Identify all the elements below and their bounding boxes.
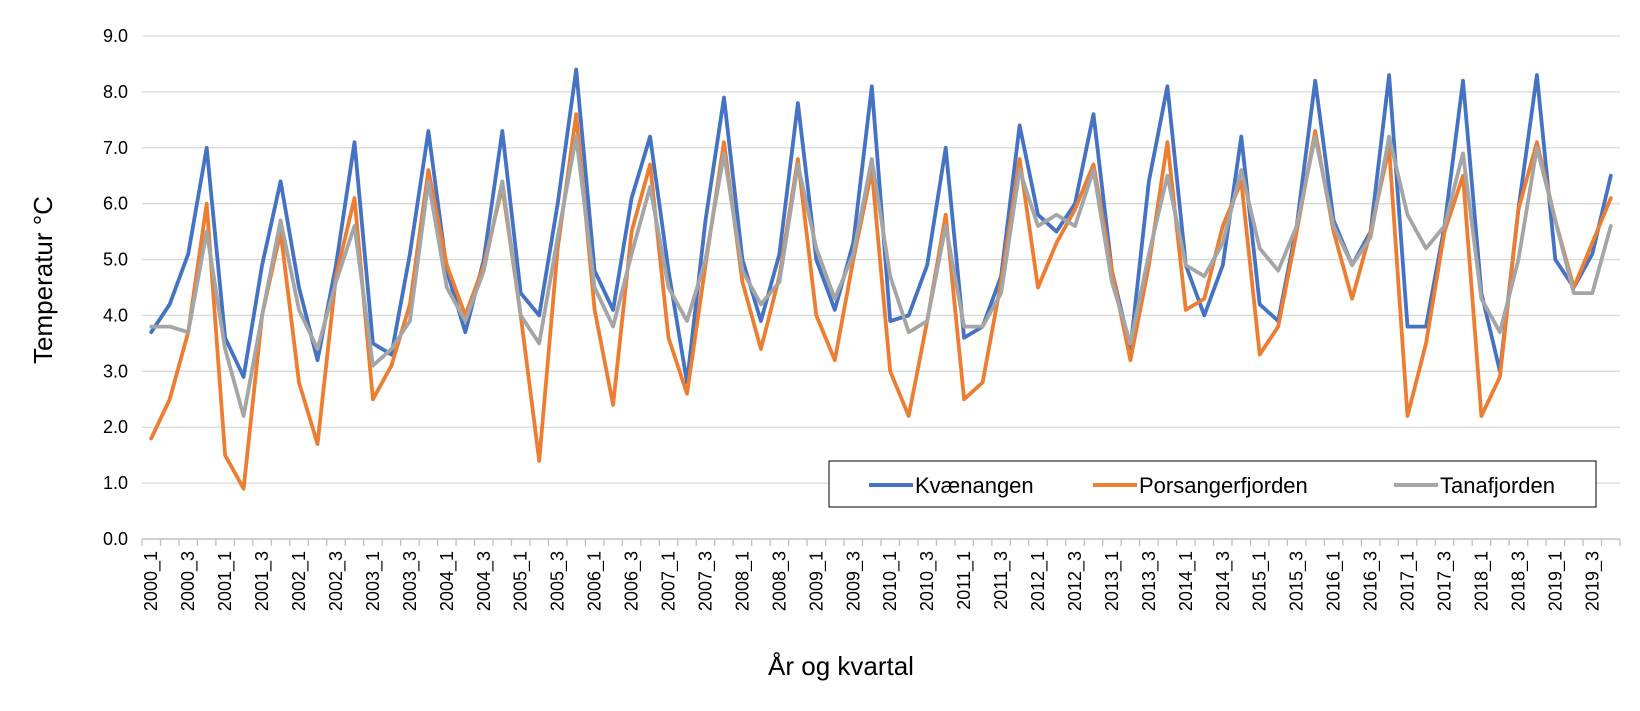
x-tick-label: 2017_1 [1398, 551, 1419, 611]
x-tick-label: 2009_3 [843, 551, 864, 611]
legend-box [828, 460, 1597, 508]
legend-items: Kvænangen Porsangerfjorden Tanafjorden [869, 473, 1555, 498]
legend-label: Porsangerfjorden [1139, 473, 1308, 498]
x-tick-label: 2005_3 [548, 551, 569, 611]
x-tick-label: 2016_3 [1361, 551, 1382, 611]
x-tick-label: 2016_1 [1324, 551, 1345, 611]
y-tick-label: 9.0 [103, 26, 128, 46]
x-tick-label: 2006_3 [622, 551, 643, 611]
y-tick-label: 2.0 [103, 417, 128, 437]
x-tick-label: 2003_1 [363, 551, 384, 611]
y-tick-label: 7.0 [103, 138, 128, 158]
y-tick-label: 5.0 [103, 250, 128, 270]
series-line-tanafjorden [149, 134, 1613, 418]
x-tick-label: 2019_3 [1582, 551, 1603, 611]
x-tick-label: 2010_3 [917, 551, 938, 611]
x-tick-label: 2010_1 [880, 551, 901, 611]
x-tick-label: 2019_1 [1545, 551, 1566, 611]
x-tick-label: 2006_1 [585, 551, 606, 611]
x-tick-label: 2000_3 [178, 551, 199, 611]
y-axis-title: Temperatur °C [28, 196, 58, 364]
x-tick-label: 2000_1 [141, 551, 162, 611]
x-tick-label: 2008_3 [769, 551, 790, 611]
x-tick-label: 2015_1 [1250, 551, 1271, 611]
y-tick-label: 4.0 [103, 305, 128, 325]
x-tick-label: 2001_1 [215, 551, 236, 611]
y-tick-label: 0.0 [103, 529, 128, 549]
x-tick-label: 2009_1 [806, 551, 827, 611]
x-tick-label: 2011_1 [954, 551, 975, 610]
x-tick-label: 2004_1 [437, 551, 458, 611]
x-tick-label: 2011_3 [991, 551, 1012, 610]
x-tick-label: 2003_3 [400, 551, 421, 611]
y-tick-label: 1.0 [103, 473, 128, 493]
x-tick-label: 2018_3 [1508, 551, 1529, 611]
x-tick-label: 2013_1 [1102, 551, 1123, 611]
x-tick-label: 2012_3 [1065, 551, 1086, 611]
legend-label: Tanafjorden [1440, 473, 1555, 498]
x-tick-label: 2007_3 [695, 551, 716, 611]
x-tick-label: 2007_1 [659, 551, 680, 611]
x-axis-title: År og kvartal [768, 651, 914, 681]
y-tick-label: 3.0 [103, 361, 128, 381]
legend-label: Kvænangen [915, 473, 1034, 498]
x-tick-label: 2013_3 [1139, 551, 1160, 611]
x-tick-label: 2002_3 [326, 551, 347, 611]
x-tick-label: 2005_1 [511, 551, 532, 611]
y-axis-ticks: 0.0 1.0 2.0 3.0 4.0 5.0 6.0 7.0 8.0 9.0 [103, 26, 128, 549]
x-tick-label: 2018_1 [1471, 551, 1492, 611]
x-tick-label: 2014_1 [1176, 551, 1197, 611]
x-tick-label: 2012_1 [1028, 551, 1049, 611]
x-tick-label: 2002_1 [289, 551, 310, 611]
x-tick-label: 2017_3 [1434, 551, 1455, 611]
series-lines [149, 67, 1613, 491]
y-tick-label: 8.0 [103, 82, 128, 102]
y-tick-label: 6.0 [103, 194, 128, 214]
x-tick-label: 2015_3 [1287, 551, 1308, 611]
x-tick-label: 2014_3 [1213, 551, 1234, 611]
x-tick-label: 2004_3 [474, 551, 495, 611]
x-tick-label: 2001_3 [252, 551, 273, 611]
x-axis-ticks: 2000_1 2000_3 2001_1 2001_3 2002_1 2002_3 2003… [141, 539, 1621, 611]
x-tick-label: 2008_1 [732, 551, 753, 611]
legend: Kvænangen Porsangerfjorden Tanafjorden [828, 460, 1597, 508]
